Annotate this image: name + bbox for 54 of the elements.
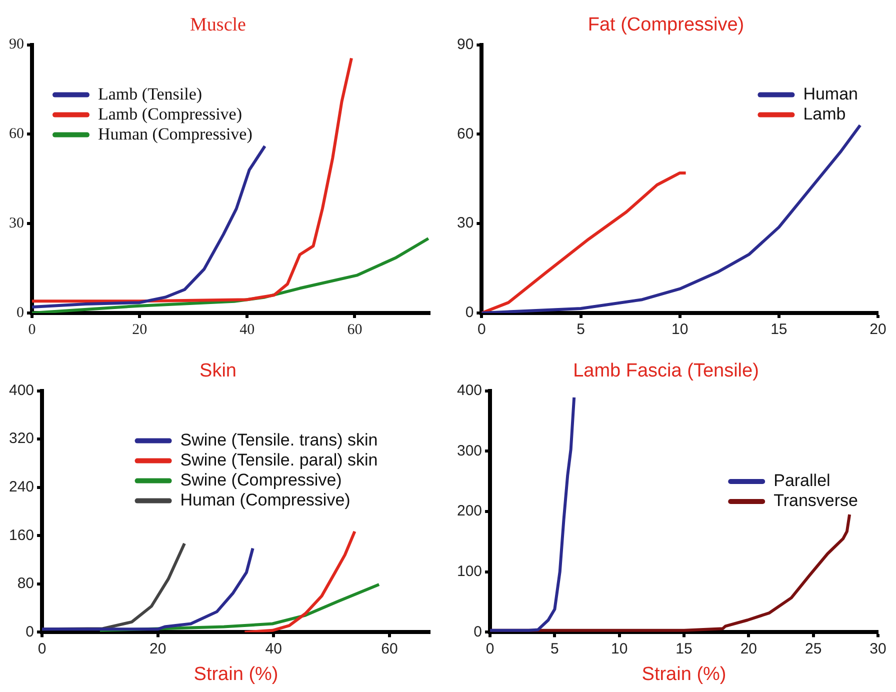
- legend-label: Lamb (Compressive): [98, 104, 242, 124]
- legend-label: Swine (Tensile. paral) skin: [180, 450, 378, 470]
- legend-label: Human (Compressive): [180, 490, 350, 510]
- y-tick-label: 60: [456, 125, 474, 142]
- x-tick-label: 15: [676, 640, 692, 658]
- y-tick-label: 0: [474, 623, 482, 640]
- y-tick-label: 60: [9, 126, 24, 142]
- y-tick-label: 0: [465, 304, 474, 322]
- legend-label: Human (Compressive): [98, 124, 252, 144]
- chart-title: Skin: [200, 360, 236, 382]
- legend-label: Swine (Compressive): [180, 470, 342, 490]
- y-tick-label: 90: [456, 36, 474, 53]
- y-tick-label: 30: [9, 216, 24, 232]
- y-tick-label: 240: [8, 478, 34, 496]
- x-tick-label: 40: [265, 640, 282, 658]
- legend-label: Lamb (Tensile): [98, 84, 202, 104]
- legend-label: Lamb: [803, 104, 846, 124]
- y-tick-label: 320: [8, 430, 34, 448]
- x-tick-label: 15: [770, 321, 788, 338]
- x-tick-label: 25: [804, 640, 822, 658]
- x-tick-label: 20: [132, 322, 148, 338]
- y-tick-label: 0: [16, 304, 24, 321]
- x-axis-title: Strain (%): [642, 664, 726, 685]
- y-tick-label: 300: [456, 442, 482, 460]
- x-tick-label: 60: [381, 640, 398, 658]
- chart-title: Fat (Compressive): [588, 14, 744, 36]
- y-tick-label: 400: [8, 382, 34, 399]
- x-tick-label: 0: [38, 640, 46, 658]
- x-tick-label: 20: [149, 640, 166, 658]
- chart-title: Lamb Fascia (Tensile): [573, 360, 759, 382]
- y-tick-label: 100: [456, 562, 482, 580]
- x-tick-label: 30: [870, 640, 886, 658]
- x-tick-label: 10: [672, 321, 688, 338]
- x-axis-title: Strain (%): [194, 664, 278, 685]
- y-tick-label: 0: [26, 623, 34, 640]
- x-tick-label: 60: [347, 322, 362, 338]
- x-tick-label: 5: [576, 321, 585, 338]
- y-tick-label: 200: [456, 502, 482, 520]
- x-tick-label: 40: [240, 322, 255, 338]
- x-tick-label: 10: [611, 640, 628, 658]
- legend-label: Parallel: [774, 471, 830, 490]
- legend-label: Swine (Tensile. trans) skin: [180, 430, 378, 450]
- y-tick-label: 90: [9, 36, 24, 53]
- y-tick-label: 160: [8, 526, 34, 544]
- x-tick-label: 5: [550, 640, 559, 658]
- y-tick-label: 80: [17, 575, 34, 592]
- y-tick-label: 400: [456, 382, 482, 399]
- legend-label: Transverse: [774, 491, 858, 510]
- x-tick-label: 0: [486, 640, 494, 658]
- legend-label: Human: [803, 84, 858, 104]
- x-tick-label: 20: [740, 640, 758, 658]
- chart-title: Muscle: [190, 14, 246, 36]
- y-tick-label: 30: [456, 214, 474, 232]
- x-tick-label: 20: [870, 321, 886, 338]
